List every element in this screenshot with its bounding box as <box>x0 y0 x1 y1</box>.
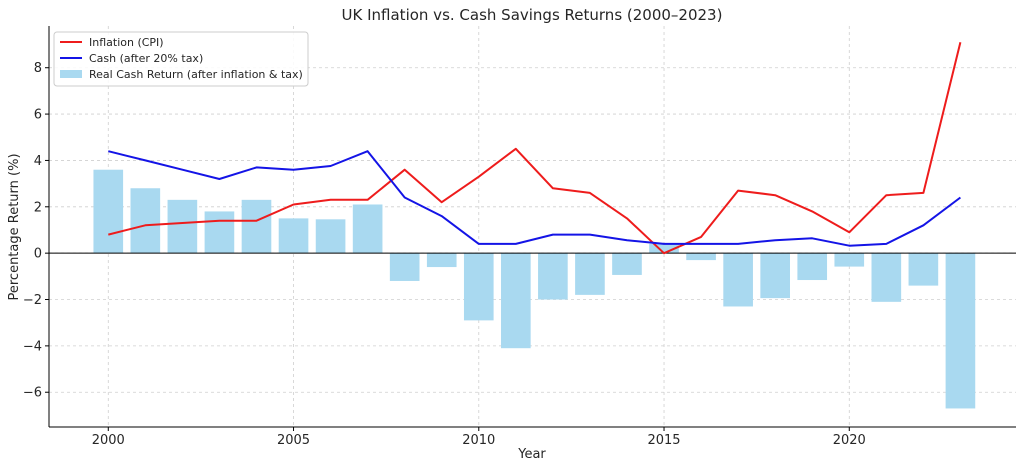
y-tick-label--4: −4 <box>23 339 42 354</box>
bar-2004 <box>241 199 272 254</box>
bar-2011 <box>501 253 531 349</box>
line-inflation-cpi <box>108 41 962 255</box>
bar-2006 <box>315 219 346 254</box>
x-tick-label-2000: 2000 <box>92 433 125 448</box>
bar-2012 <box>538 253 568 300</box>
bar-2020 <box>834 253 865 267</box>
bar-2016 <box>686 253 716 261</box>
x-tick-label-2015: 2015 <box>647 433 680 448</box>
x-tick-label-2005: 2005 <box>277 433 310 448</box>
y-tick-label-0: 0 <box>34 247 42 262</box>
legend-label-inflation: Inflation (CPI) <box>89 36 164 49</box>
grid <box>49 26 1016 427</box>
bar-2001 <box>130 188 161 254</box>
bar-2005 <box>278 218 309 254</box>
bar-2009 <box>426 253 457 268</box>
line-cash-after-tax <box>108 150 962 247</box>
bar-series-real-cash-return <box>93 169 976 409</box>
bar-2002 <box>167 199 198 254</box>
bar-2015 <box>649 243 679 254</box>
y-tick-label--2: −2 <box>23 293 42 308</box>
y-tick-label--6: −6 <box>23 386 42 401</box>
y-tick-label-8: 8 <box>34 61 42 76</box>
y-tick-label-4: 4 <box>34 154 42 169</box>
bar-2000 <box>93 169 124 254</box>
y-tick-label-2: 2 <box>34 200 42 215</box>
legend-label-cash: Cash (after 20% tax) <box>89 52 203 65</box>
legend: Inflation (CPI) Cash (after 20% tax) Rea… <box>53 31 309 87</box>
bar-2018 <box>760 253 790 299</box>
bar-2014 <box>612 253 642 275</box>
x-axis-label: Year <box>517 447 546 462</box>
x-tick-label-2020: 2020 <box>833 433 866 448</box>
y-tick-label-6: 6 <box>34 108 42 123</box>
y-axis-label: Percentage Return (%) <box>7 153 22 300</box>
bar-2008 <box>389 253 420 281</box>
line-series <box>108 41 962 255</box>
bar-2019 <box>797 253 828 281</box>
chart-title: UK Inflation vs. Cash Savings Returns (2… <box>342 6 723 24</box>
legend-label-real-cash-return: Real Cash Return (after inflation & tax) <box>89 68 303 81</box>
bar-2007 <box>352 204 383 254</box>
ticks: 2000 2005 2010 2015 2020 −6 −4 −2 0 2 4 6 8 <box>23 61 866 448</box>
bar-2023 <box>945 253 976 409</box>
bar-2021 <box>871 253 902 302</box>
legend-swatch-real-cash-return <box>60 70 82 78</box>
bar-2010 <box>463 253 494 321</box>
x-tick-label-2010: 2010 <box>462 433 495 448</box>
bar-2017 <box>723 253 753 307</box>
bar-2013 <box>575 253 605 295</box>
bar-2003 <box>204 211 235 254</box>
bar-2022 <box>908 253 939 286</box>
legend-box <box>53 31 309 87</box>
axes <box>48 26 1016 428</box>
